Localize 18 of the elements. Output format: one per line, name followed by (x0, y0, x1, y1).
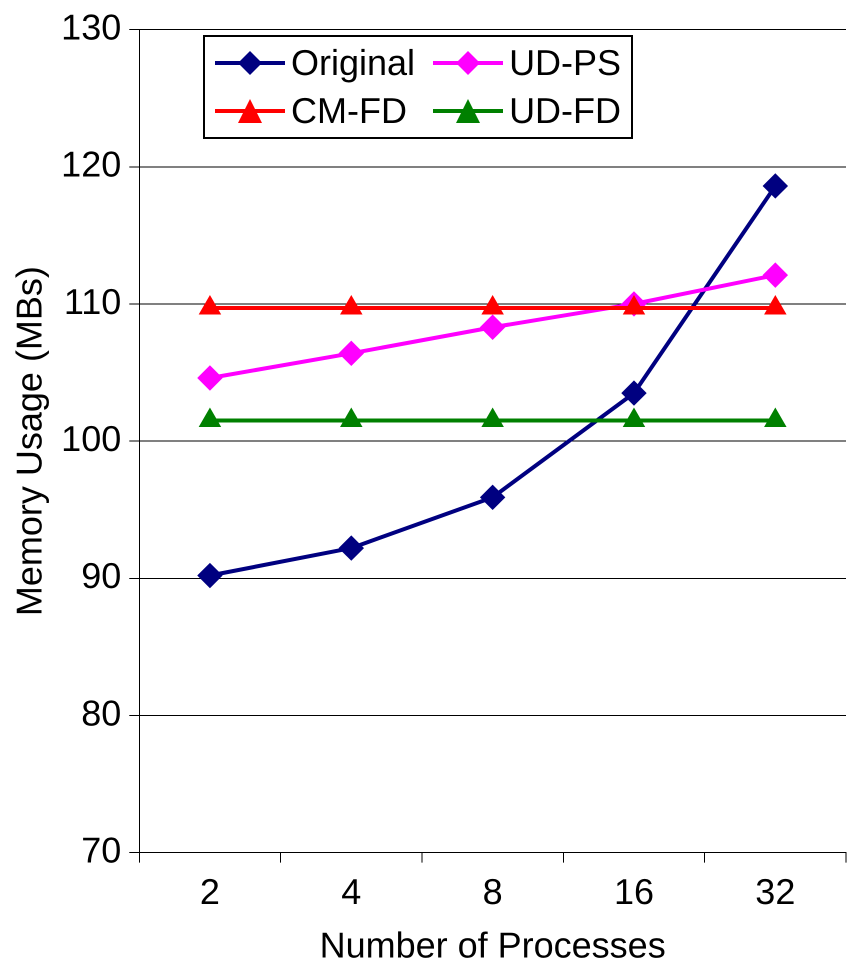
legend-label: UD-FD (509, 89, 622, 133)
y-tick-label: 130 (61, 6, 122, 48)
y-axis-title: Memory Usage (MBs) (8, 266, 50, 616)
y-tick-label: 110 (64, 280, 122, 322)
legend-label: CM-FD (291, 89, 407, 133)
y-tick-label: 90 (81, 555, 122, 596)
x-axis-title: Number of Processes (320, 924, 666, 966)
y-tick-label: 120 (61, 144, 122, 185)
x-tick-label: 8 (482, 871, 503, 912)
legend-label: Original (291, 41, 416, 85)
x-tick-label: 4 (341, 871, 362, 912)
x-tick-label: 32 (755, 871, 796, 912)
y-tick-label: 100 (61, 418, 122, 460)
legend-label: UD-PS (509, 41, 622, 85)
y-tick-label: 70 (81, 830, 122, 871)
x-tick-label: 16 (614, 871, 654, 912)
x-tick-label: 2 (200, 871, 220, 912)
y-tick-label: 80 (81, 692, 122, 734)
